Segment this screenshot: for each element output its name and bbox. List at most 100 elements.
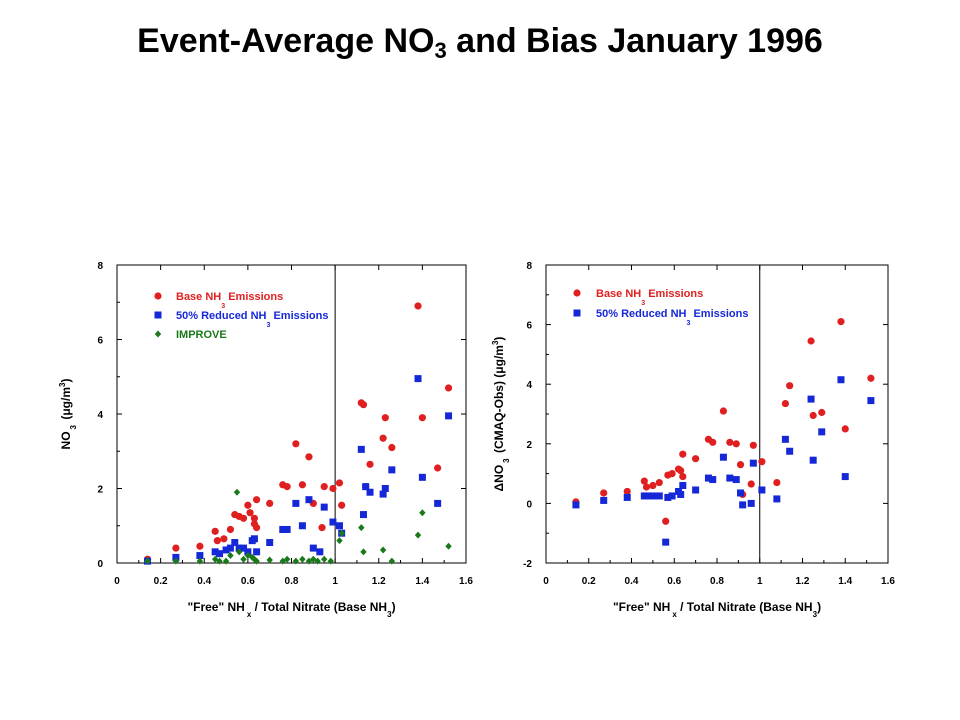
chart1-reduced-point [211,548,219,556]
chart2-base-point [649,481,657,490]
chart2-reduced-point [773,495,781,503]
chart1-base-point [320,483,328,491]
chart2-x-tick-label: 1.6 [881,576,895,587]
chart1-base-point [414,302,422,310]
chart1-base-point [434,464,442,472]
chart2-x-axis-label: "Free" NHx / Total Nitrate (Base NH3) [613,600,821,619]
chart1-improve-point [414,531,422,539]
chart1-x-tick-label: 1.6 [459,576,473,587]
chart1-reduced-point [305,496,313,504]
chart1-improve-point [222,557,230,565]
chart1-y-tick-label: 6 [97,336,103,347]
chart1-x-tick-label: 0.8 [285,576,299,587]
chart1-improve-point [196,557,204,565]
chart1-base-point [335,479,344,487]
chart2-base-point [867,374,875,382]
chart1-improve-point [244,552,252,560]
title-rest: and Bias January 1996 [446,22,823,60]
chart1-improve-point [360,548,367,556]
chart1-reduced-point [292,499,300,507]
chart1-reduced-point [298,522,306,530]
chart2-x-tick-label: 1.2 [796,576,810,587]
chart1-base-point [418,414,426,422]
chart1-reduced-point [357,445,365,453]
chart1-reduced-point [231,539,239,547]
chart1-improve-point [172,557,180,565]
chart2-reduced-point [623,493,631,501]
chart1-base-point [244,501,252,509]
chart1-improve-point [388,557,396,565]
chart1-improve-point [144,557,151,565]
chart1-improve-point [379,546,387,554]
chart1-improve-point [283,555,291,563]
chart1-base-point [318,524,326,532]
chart2-reduced-point [807,395,815,403]
chart2-reduced-point [642,492,650,500]
chart1-reduced-point [240,544,248,552]
chart1-x-tick-label: 0.4 [197,576,211,587]
chart1-base-point [305,453,313,461]
chart1-improve-point [321,555,328,563]
chart1-base-point [226,525,235,534]
chart2-reduced-point [737,489,745,497]
chart2-base-point [773,478,781,487]
chart1-legend-label-improve: IMPROVE [176,329,227,341]
chart2-x-tick-label: 0.6 [667,576,681,587]
chart2-y-tick-label: 0 [526,499,532,510]
chart1-base-point [388,443,396,452]
chart1-y-tick-label: 2 [97,485,103,496]
chart1-reduced-point [434,499,442,507]
chart1-legend-marker-reduced [154,311,162,319]
chart1-improve-point [419,509,426,517]
chart1-x-tick-label: 0.2 [154,576,168,587]
chart2-base-point [732,440,740,448]
chart1-improve-point [314,557,321,565]
chart1-legend-marker-base [154,292,162,300]
chart2-x-tick-label: 1.4 [838,576,852,587]
chart1-reduced-point [381,485,389,492]
chart2-reduced-point [704,474,712,482]
chart1-reduced-point [235,544,243,552]
chart1-reduced-point [335,522,343,530]
chart2-reduced-point [664,493,672,501]
chart1-y-axis-label: NO3 (μg/m3) [58,379,78,450]
chart2-base-point [679,472,687,481]
chart2-base-point [736,461,745,469]
chart1-improve-point [327,557,334,565]
chart1-base-point [246,509,254,517]
chart1-legend-marker-improve [154,330,162,338]
chart1-x-tick-label: 0 [114,576,120,587]
chart1-base-point [172,544,180,552]
chart1-improve-point [227,552,234,560]
chart2-reduced-point [747,499,755,507]
chart2-x-tick-label: 1 [757,576,763,587]
chart1-base-point [211,527,219,535]
chart2-reduced-point [786,447,794,455]
chart1-reduced-point [196,552,204,560]
chart2-reduced-point [749,459,757,467]
chart2-base-point [807,337,815,345]
chart1-reduced-point [359,511,367,519]
chart1-improve-point [235,548,243,556]
chart2-reduced-point [809,456,817,464]
chart1-reduced-point [253,548,261,556]
chart2-base-point [818,408,826,417]
chart1-reduced-point [329,518,337,526]
chart1-reduced-point [316,548,324,556]
chart2-reduced-point [726,474,734,482]
chart2-reduced-point [709,476,717,484]
chart2-reduced-point [655,492,663,500]
chart1-legend-label-reduced: 50% Reduced NH3 Emissions [176,310,328,329]
chart2-reduced-point [818,428,826,436]
chart2-base-point [809,411,817,420]
chart1-base-point [298,481,307,489]
chart2-x-tick-label: 0 [543,576,549,587]
chart1-improve-point [216,557,223,565]
chart1-x-tick-label: 1.4 [415,576,429,587]
chart2-legend-label-reduced: 50% Reduced NH3 Emissions [596,308,748,327]
chart1-base-point [250,514,259,522]
chart2-base-point [640,477,648,485]
chart1-base-point [239,514,248,522]
chart2-base-point [668,470,676,478]
chart1-x-axis-label: "Free" NHx / Total Nitrate (Base NH3) [187,600,395,619]
